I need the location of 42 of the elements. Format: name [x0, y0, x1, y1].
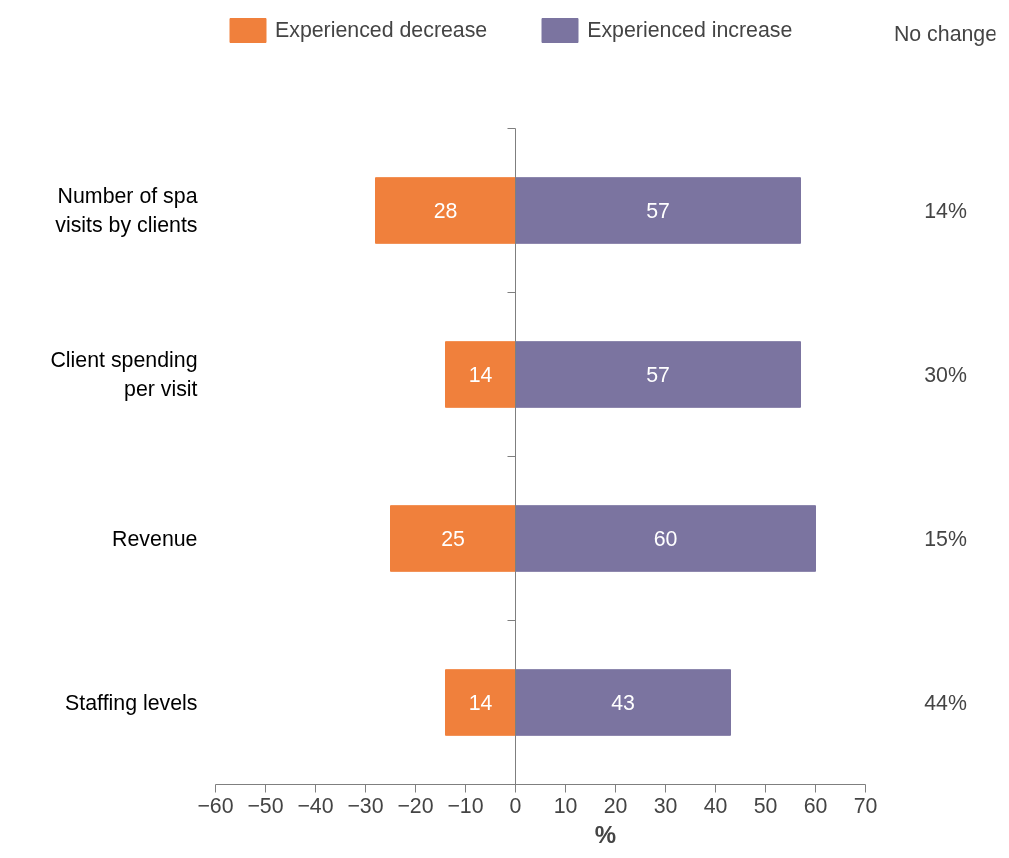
text: 15% [924, 526, 967, 551]
x-tick-label: 50 [753, 793, 778, 818]
data-label: 28 [433, 199, 458, 223]
data-label: 57 [646, 199, 670, 223]
bar [515, 177, 801, 244]
x-tick-label: 30 [653, 793, 678, 818]
data-label: 60 [653, 527, 678, 551]
y-tick-label: Client spending per visit [50, 348, 198, 401]
data-label: 57 [646, 363, 670, 387]
y-tick-label: Revenue [112, 526, 198, 551]
bar [445, 341, 516, 408]
y-tick-label: Number of spa visits by clients [55, 184, 198, 237]
x-tick-label: 70 [853, 793, 878, 818]
x-tick-label: −60 [197, 793, 234, 818]
x-tick-label: −30 [347, 793, 384, 818]
x-tick-label: −40 [297, 793, 334, 818]
bar [515, 669, 731, 736]
x-tick-label: 0 [509, 793, 522, 818]
x-tick-label: 20 [603, 793, 628, 818]
bar [390, 505, 516, 572]
legend-label: Experienced increase [587, 17, 793, 43]
bar [515, 341, 801, 408]
bar [515, 505, 816, 572]
y-tick-label: Staffing levels [65, 690, 198, 715]
data-label: 43 [611, 691, 635, 715]
x-tick-label: 10 [553, 793, 578, 818]
x-tick-label: 40 [703, 793, 728, 818]
data-label: 14 [468, 691, 493, 715]
x-tick-label: −20 [397, 793, 434, 818]
data-label: 25 [441, 527, 465, 551]
text: No change [893, 21, 998, 46]
data-label: 14 [468, 363, 493, 387]
legend-label: Experienced decrease [275, 17, 488, 43]
x-axis-title: % [594, 820, 617, 848]
bar [375, 177, 516, 244]
bar [445, 669, 516, 736]
x-tick-label: −50 [247, 793, 284, 818]
text: 44% [924, 690, 967, 715]
text: 30% [924, 362, 967, 387]
x-tick-label: 60 [803, 793, 828, 818]
x-tick-label: −10 [447, 793, 484, 818]
text: 14% [924, 198, 967, 223]
